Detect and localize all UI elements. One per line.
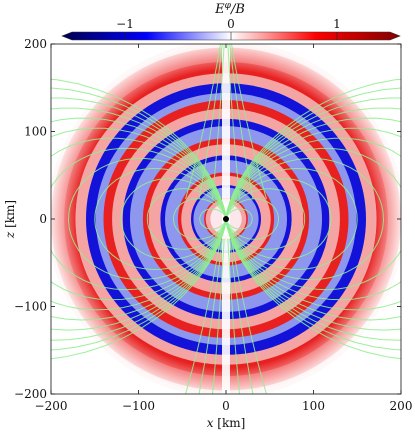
open-field-line	[212, 238, 225, 394]
field-line	[51, 107, 227, 331]
field-line	[225, 107, 401, 331]
open-field-line	[229, 44, 254, 200]
field-line	[146, 188, 227, 250]
colorbar: Eφ/B −1 0 1	[61, 1, 401, 41]
x-axis-var: x	[207, 416, 214, 430]
open-field-line	[212, 44, 225, 200]
field-line	[225, 178, 332, 260]
x-tick-label: −100	[122, 399, 155, 413]
open-field-line	[227, 238, 240, 394]
y-axis-var: z	[3, 231, 17, 239]
field-line	[67, 158, 227, 281]
field-line	[199, 208, 227, 230]
colorbar-title-tail: /B	[229, 2, 245, 17]
field-line	[225, 188, 306, 250]
field-line	[120, 178, 227, 260]
field-line	[225, 78, 401, 360]
field-line	[225, 137, 401, 301]
field-line	[51, 127, 227, 311]
open-field-line	[229, 238, 254, 394]
field-line	[225, 97, 401, 341]
open-field-line	[231, 44, 267, 200]
x-tick-label: −200	[35, 399, 68, 413]
field-line	[225, 117, 401, 321]
open-field-line	[198, 44, 223, 200]
open-field-line	[231, 238, 267, 394]
x-tick-label: 100	[302, 399, 325, 413]
streamlines	[51, 44, 401, 394]
field-line	[225, 127, 401, 311]
colorbar-tick-label: 0	[227, 17, 235, 31]
field-line	[225, 198, 280, 240]
y-tick-label: −200	[14, 387, 47, 401]
y-tick-label: −100	[14, 300, 47, 314]
field-line	[225, 168, 358, 271]
colorbar-title-main: E	[214, 2, 225, 17]
y-tick-label: 100	[24, 125, 47, 139]
y-axis-label: z [km]	[3, 200, 17, 239]
open-field-line	[185, 238, 221, 394]
field-line	[172, 198, 227, 240]
plot-area: −200 −100 0 100 200 −200 −100 0 100 200	[14, 37, 413, 413]
field-line	[51, 97, 227, 341]
colorbar-tick-label: 1	[333, 17, 341, 31]
y-tick-label: 0	[39, 212, 47, 226]
y-axis-unit: [km]	[3, 200, 17, 228]
colorbar-tick-label: −1	[116, 17, 134, 31]
field-line	[225, 147, 401, 291]
field-line	[94, 168, 227, 271]
open-field-line	[185, 44, 221, 200]
colorbar-title-sup: φ	[225, 1, 232, 11]
y-tick-label: 200	[24, 37, 47, 51]
field-line	[51, 78, 227, 360]
field-line	[225, 208, 253, 230]
x-axis-unit: [km]	[217, 416, 245, 430]
x-tick-label: 200	[390, 399, 413, 413]
field-line	[51, 117, 227, 321]
x-tick-label: 0	[222, 399, 230, 413]
field-line	[51, 147, 227, 291]
field-line	[225, 87, 401, 351]
central-object	[223, 216, 229, 222]
field-line	[225, 158, 385, 281]
open-field-line	[198, 238, 223, 394]
field-line	[51, 87, 227, 351]
open-field-line	[227, 44, 240, 200]
colorbar-title: Eφ/B	[214, 1, 245, 17]
x-axis-label: x [km]	[207, 416, 246, 430]
field-line	[51, 137, 227, 301]
